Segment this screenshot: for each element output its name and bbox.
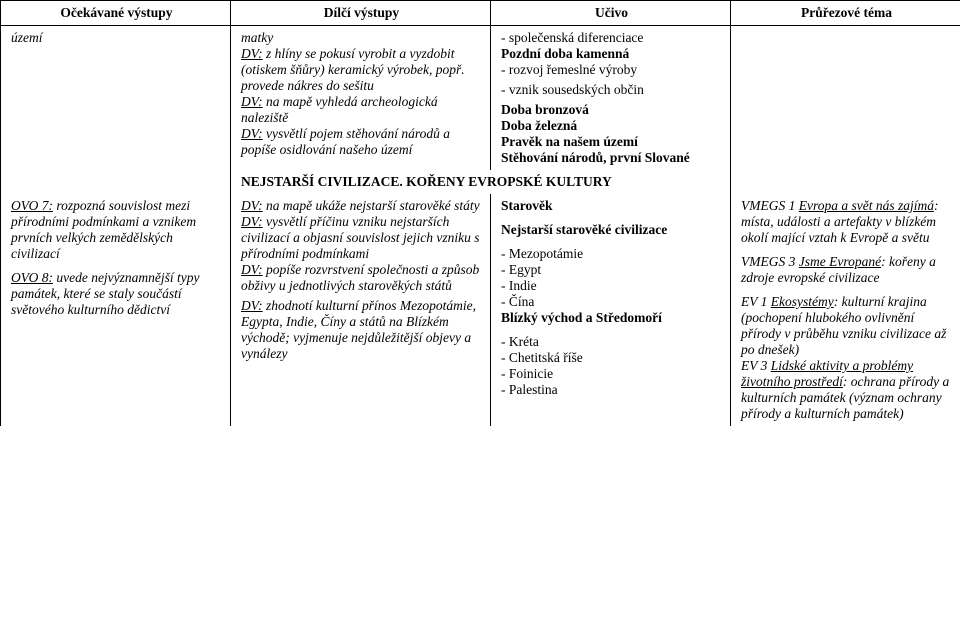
prurezove-name: Evropa a svět nás zajímá [799,198,934,213]
ucivo-line: - Egypt [501,262,722,278]
ovo-item: OVO 7: rozpozná souvislost mezi přírodní… [11,198,222,262]
ovo-item: OVO 8: uvede nejvýznamnější typy památek… [11,270,222,318]
dv-item: DV: vysvětlí příčinu vzniku nejstarších … [241,214,482,262]
prurezove-item: EV 1 Ekosystémy: kulturní krajina (pocho… [741,294,952,358]
ucivo-line: - vznik sousedských občin [501,82,722,98]
dv-text: popíše rozvrstvení společnosti a způsob … [241,262,479,293]
cell-ocekavane-2: OVO 7: rozpozná souvislost mezi přírodní… [1,194,231,426]
cell-prurezove-1 [731,26,960,171]
section-heading: NEJSTARŠÍ CIVILIZACE. KOŘENY EVROPSKÉ KU… [231,170,731,194]
cell-prurezove-2: VMEGS 1 Evropa a svět nás zajímá: místa,… [731,194,960,426]
ucivo-line: - rozvoj řemeslné výroby [501,62,722,78]
dv-item: DV: zhodnotí kulturní přínos Mezopotámie… [241,298,482,362]
prurezove-code: EV 3 [741,358,771,373]
cell-prurezove-sec [731,170,960,194]
table-row: území matky DV: z hlíny se pokusí vyrobi… [1,26,960,171]
ucivo-line: - Indie [501,278,722,294]
dv-item: DV: na mapě ukáže nejstarší starověké st… [241,198,482,214]
dv-prefix: DV: [241,94,263,109]
dv-prefix: DV: [241,298,263,313]
ucivo-heading: Pozdní doba kamenná [501,46,722,62]
ucivo-heading: Stěhování národů, první Slované [501,150,722,166]
ucivo-heading: Pravěk na našem území [501,134,722,150]
table-header-row: Očekávané výstupy Dílčí výstupy Učivo Pr… [1,1,960,26]
ucivo-heading: Nejstarší starověké civilizace [501,222,722,238]
dv-text: na mapě ukáže nejstarší starověké státy [263,198,480,213]
ucivo-line: - společenská diferenciace [501,30,722,46]
dv-prefix: DV: [241,46,263,61]
dv-prefix: DV: [241,126,263,141]
header-prurezove: Průřezové téma [731,1,960,26]
uzemi-text: území [11,30,43,45]
dv-item: DV: na mapě vyhledá archeologická nalezi… [241,94,482,126]
cell-ucivo-1: - společenská diferenciace Pozdní doba k… [491,26,731,171]
ovo-prefix: OVO 8: [11,270,53,285]
dv-prefix: DV: [241,198,263,213]
dv-item: DV: popíše rozvrstvení společnosti a způ… [241,262,482,294]
prurezove-code: VMEGS 3 [741,254,799,269]
cell-ocekavane-sec [1,170,231,194]
matky-text: matky [241,30,482,46]
dv-prefix: DV: [241,262,263,277]
cell-dilci-1: matky DV: z hlíny se pokusí vyrobit a vy… [231,26,491,171]
header-dilci: Dílčí výstupy [231,1,491,26]
prurezove-code: EV 1 [741,294,771,309]
dv-text: vysvětlí pojem stěhování národů a popíše… [241,126,450,157]
ucivo-heading: Blízký východ a Středomoří [501,310,722,326]
dv-text: na mapě vyhledá archeologická naleziště [241,94,438,125]
prurezove-item: VMEGS 3 Jsme Evropané: kořeny a zdroje e… [741,254,952,286]
ovo-prefix: OVO 7: [11,198,53,213]
cell-ucivo-2: Starověk Nejstarší starověké civilizace … [491,194,731,426]
ucivo-heading: Starověk [501,198,722,214]
ucivo-line: - Chetitská říše [501,350,722,366]
table-row: OVO 7: rozpozná souvislost mezi přírodní… [1,194,960,426]
ucivo-heading: Doba železná [501,118,722,134]
dv-text: vysvětlí příčinu vzniku nejstarších civi… [241,214,479,261]
prurezove-code: VMEGS 1 [741,198,799,213]
header-ucivo: Učivo [491,1,731,26]
ucivo-line: - Mezopotámie [501,246,722,262]
cell-ocekavane-1: území [1,26,231,171]
curriculum-table: Očekávané výstupy Dílčí výstupy Učivo Pr… [0,0,960,426]
dv-item: DV: vysvětlí pojem stěhování národů a po… [241,126,482,158]
header-ocekavane: Očekávané výstupy [1,1,231,26]
ucivo-line: - Foinicie [501,366,722,382]
ucivo-line: - Čína [501,294,722,310]
cell-dilci-2: DV: na mapě ukáže nejstarší starověké st… [231,194,491,426]
dv-prefix: DV: [241,214,263,229]
prurezove-name: Jsme Evropané [799,254,881,269]
ucivo-heading: Doba bronzová [501,102,722,118]
prurezove-item: EV 3 Lidské aktivity a problémy životníh… [741,358,952,422]
prurezove-item: VMEGS 1 Evropa a svět nás zajímá: místa,… [741,198,952,246]
dv-text: zhodnotí kulturní přínos Mezopotámie, Eg… [241,298,476,361]
dv-item: DV: z hlíny se pokusí vyrobit a vyzdobit… [241,46,482,94]
section-heading-row: NEJSTARŠÍ CIVILIZACE. KOŘENY EVROPSKÉ KU… [1,170,960,194]
ucivo-line: - Palestina [501,382,722,398]
dv-text: z hlíny se pokusí vyrobit a vyzdobit (ot… [241,46,465,93]
ucivo-line: - Kréta [501,334,722,350]
prurezove-name: Ekosystémy [771,294,834,309]
